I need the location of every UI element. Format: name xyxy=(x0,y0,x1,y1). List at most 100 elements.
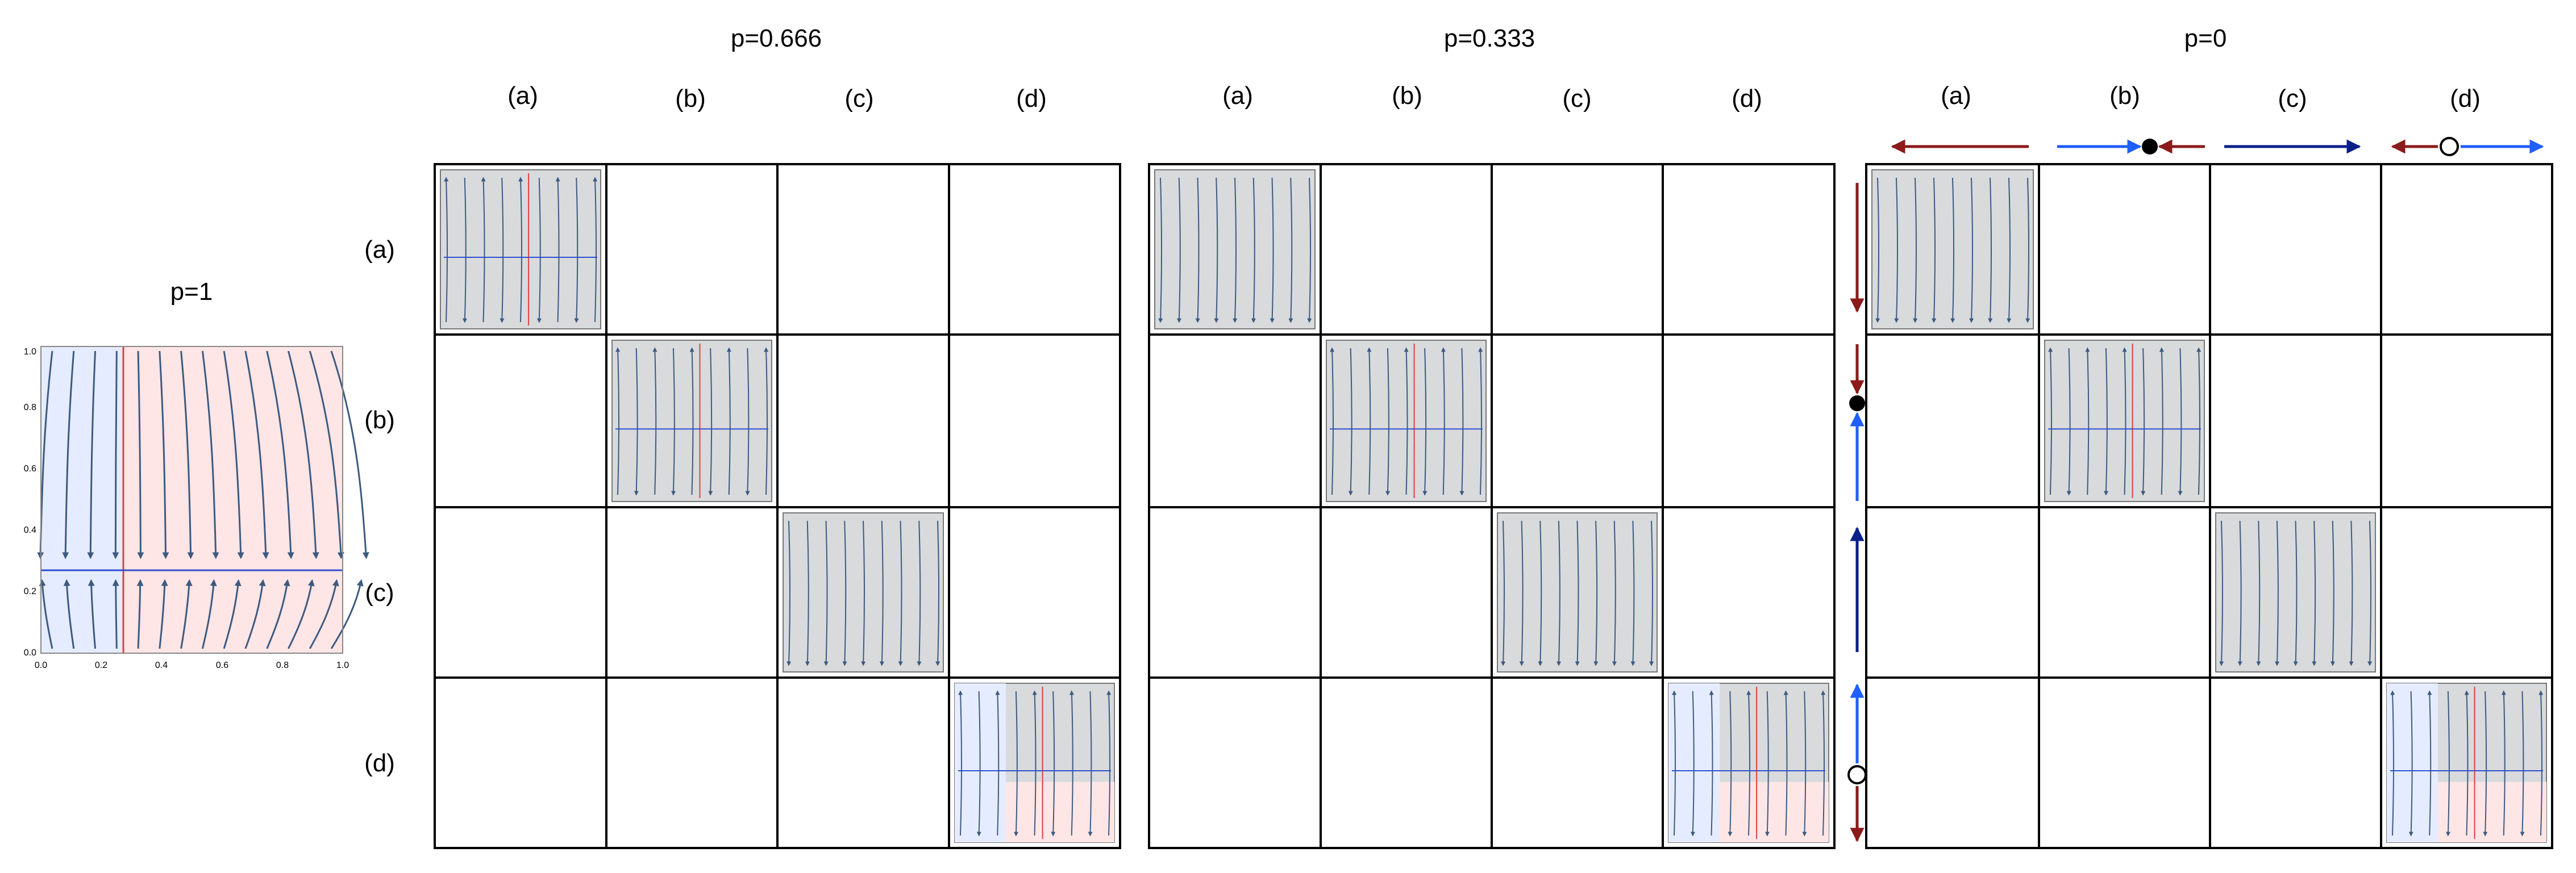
p1-streamline xyxy=(87,350,97,559)
grid-cell xyxy=(2038,506,2211,679)
grid-cell xyxy=(948,333,1121,508)
grid-cell xyxy=(776,676,950,849)
grid-cell xyxy=(2038,163,2211,336)
grid-cell xyxy=(1491,676,1664,849)
streamline xyxy=(652,347,657,495)
streamline xyxy=(1765,691,1770,837)
stable-point-icon xyxy=(1849,395,1865,411)
streamline xyxy=(786,520,792,666)
p1-xtick: 0.6 xyxy=(216,661,228,670)
streamline xyxy=(879,520,884,666)
streamline xyxy=(1612,520,1617,666)
streamline xyxy=(1538,520,1543,666)
col-label: (c) xyxy=(1562,85,1591,112)
streamline xyxy=(444,177,449,323)
streamline xyxy=(745,348,750,496)
p1-streamline xyxy=(244,350,269,559)
p1-xtick: 0.8 xyxy=(276,661,289,670)
streamline xyxy=(1950,177,1955,323)
grid-cell xyxy=(1491,333,1664,508)
p1-streamline xyxy=(136,579,144,649)
streamline xyxy=(1988,177,1993,323)
streamline xyxy=(1307,177,1312,323)
grid-cell xyxy=(2380,163,2553,336)
panel-p0666: p=0.666 (a) (b) (c) (d) (a) (b) (c) (d) xyxy=(364,24,1121,849)
streamline xyxy=(2237,520,2242,666)
streamline xyxy=(462,177,467,323)
streamline xyxy=(2141,348,2146,496)
col-label: (a) xyxy=(507,82,538,110)
streamline xyxy=(976,691,981,837)
panel-p0: p=0 (a) (b) (c) (d) xyxy=(1847,24,2553,849)
streamline xyxy=(1088,691,1093,837)
phase-thumbnail xyxy=(440,169,601,329)
p1-streamline xyxy=(223,350,244,559)
streamline xyxy=(615,347,621,495)
phase-thumbnail xyxy=(2044,340,2205,502)
streamline xyxy=(1195,177,1200,323)
streamline xyxy=(995,690,1000,836)
streamline xyxy=(1288,177,1293,323)
col-label: (a) xyxy=(1941,82,1971,110)
grid-cell xyxy=(1662,506,1836,679)
streamline xyxy=(1251,177,1256,323)
p1-streamline xyxy=(201,350,219,559)
streamline xyxy=(1630,520,1636,666)
streamline xyxy=(935,520,940,666)
grid-cell xyxy=(1148,676,1322,849)
p1-xtick: 0.2 xyxy=(95,661,107,670)
p1-streamline xyxy=(62,350,75,559)
streamline xyxy=(1106,690,1112,836)
streamline xyxy=(1969,177,1974,323)
streamline xyxy=(2048,347,2053,495)
grid-cell xyxy=(1662,163,1836,336)
p1-streamline xyxy=(112,350,119,559)
p1-frame xyxy=(40,346,343,654)
col-label: (c) xyxy=(844,85,873,112)
streamline xyxy=(2312,520,2317,666)
streamline xyxy=(2501,690,2506,836)
streamline xyxy=(1593,520,1599,666)
streamline xyxy=(2446,691,2451,837)
streamline xyxy=(764,347,769,495)
streamline xyxy=(2196,347,2202,495)
phase-thumbnail xyxy=(1497,512,1658,672)
streamline xyxy=(2483,691,2488,837)
grid-cell xyxy=(948,506,1121,679)
p1-phase-portrait: 0.0 0.2 0.4 0.6 0.8 1.0 0.0 0.2 0.4 0.6 … xyxy=(24,346,369,670)
grid-cell xyxy=(1320,676,1493,849)
grid-cell xyxy=(605,506,779,679)
p1-ytick: 0.4 xyxy=(24,525,36,535)
p1-streamline xyxy=(159,350,169,559)
streamline xyxy=(2293,520,2298,666)
grid-cell xyxy=(1865,333,2040,508)
streamline xyxy=(593,177,598,323)
col-label: (a) xyxy=(1222,82,1253,110)
streamline xyxy=(2025,177,2030,323)
p1-streamline xyxy=(63,579,75,649)
grid-cell xyxy=(948,163,1121,336)
streamline xyxy=(671,348,676,496)
unstable-point-icon xyxy=(1847,765,1867,784)
p1-streamline xyxy=(330,350,369,559)
streamline xyxy=(518,177,523,323)
streamline xyxy=(1385,348,1391,496)
grid-cell xyxy=(2209,163,2382,336)
p1-ytick: 0.0 xyxy=(24,648,36,658)
streamline xyxy=(1214,177,1219,323)
p1-streamline xyxy=(112,579,119,649)
streamline xyxy=(1348,348,1353,496)
row-label: (a) xyxy=(364,236,395,264)
streamline xyxy=(574,177,579,323)
streamline xyxy=(708,348,713,496)
streamline xyxy=(2219,520,2224,666)
p1-ytick: 0.2 xyxy=(24,587,36,596)
streamline xyxy=(2159,347,2164,495)
p1-xtick: 1.0 xyxy=(336,661,349,670)
p1-ytick: 1.0 xyxy=(24,347,36,357)
streamline xyxy=(2122,347,2127,495)
p1-streamline xyxy=(201,579,217,649)
grid-cell xyxy=(434,506,607,679)
streamline xyxy=(1709,690,1714,836)
p1-streamline xyxy=(39,579,53,649)
